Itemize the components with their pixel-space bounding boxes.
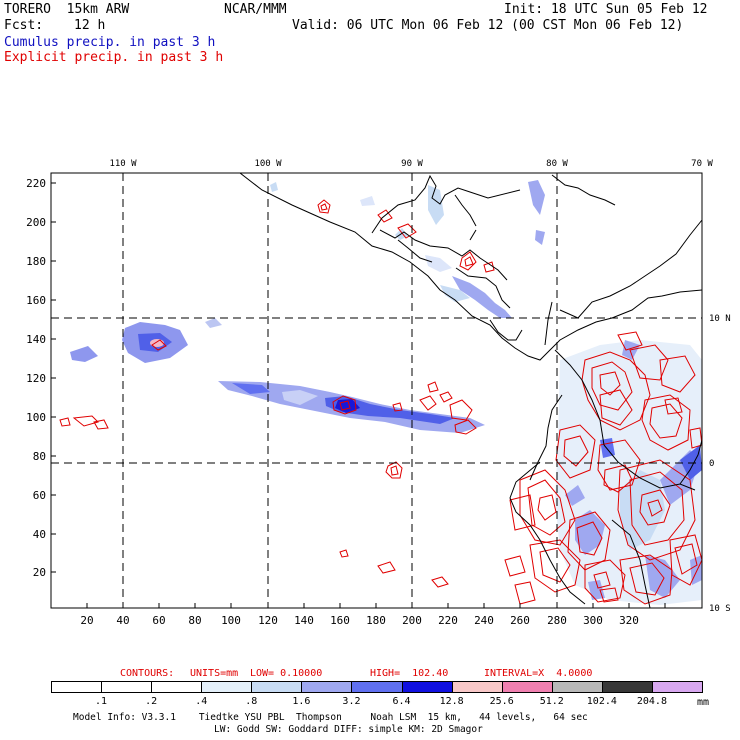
contours-interval: INTERVAL=X 4.0000: [484, 668, 593, 679]
colorbar-label: 3.2: [342, 696, 361, 707]
colorbar-swatch: [301, 681, 353, 693]
colorbar-label: 204.8: [636, 696, 667, 707]
y-tick-label: 140: [26, 333, 46, 346]
lon-label-110w: 110 W: [109, 159, 137, 169]
y-tick-label: 200: [26, 216, 46, 229]
x-tick-label: 60: [152, 614, 165, 627]
y-tick-label: 100: [26, 411, 46, 424]
contours-units: UNITS=mm: [190, 668, 239, 679]
forecast-label: Fcst:: [4, 18, 44, 33]
colorbar-swatch: [451, 681, 503, 693]
x-tick-label: 80: [188, 614, 201, 627]
model-name: TORERO 15km ARW: [4, 2, 130, 17]
colorbar-label: 25.6: [489, 696, 514, 707]
lon-label-80w: 80 W: [546, 159, 568, 169]
colorbar-swatch: [151, 681, 203, 693]
contours-label: CONTOURS:: [120, 668, 175, 679]
valid-time: Valid: 06 UTC Mon 06 Feb 12 (00 CST Mon …: [292, 18, 684, 33]
x-tick-label: 280: [547, 614, 567, 627]
y-tick-label: 120: [26, 372, 46, 385]
colorbar-label: 1.6: [292, 696, 311, 707]
y-tick-label: 220: [26, 177, 46, 190]
y-tick-marks: [51, 182, 56, 573]
colorbar-unit: mm: [697, 697, 710, 708]
lat-label-10n: 10 N: [709, 314, 731, 324]
colorbar-swatch: [401, 681, 453, 693]
graticule: [51, 173, 702, 608]
explicit-precip-contours: [59, 199, 702, 605]
x-tick-label: 200: [402, 614, 422, 627]
lon-label-70w: 70 W: [691, 159, 713, 169]
x-tick-label: 260: [510, 614, 530, 627]
x-tick-label: 100: [221, 614, 241, 627]
x-tick-label: 140: [294, 614, 314, 627]
colorbar-swatch: [51, 681, 103, 693]
colorbar-swatch: [501, 681, 553, 693]
colorbar-swatch: [101, 681, 153, 693]
model-physics: LW: Godd SW: Goddard DIFF: simple KM: 2D…: [214, 724, 483, 735]
y-tick-label: 20: [33, 566, 46, 579]
colorbar-label: 12.8: [439, 696, 464, 707]
coastlines: [239, 173, 702, 608]
center-name: NCAR/MMM: [224, 2, 287, 17]
colorbar-swatch: [601, 681, 653, 693]
lon-label-90w: 90 W: [401, 159, 423, 169]
x-tick-label: 160: [330, 614, 350, 627]
y-tick-label: 80: [33, 450, 46, 463]
contours-low: LOW= 0.10000: [250, 668, 323, 679]
y-tick-label: 60: [33, 489, 46, 502]
lat-label-0: 0: [709, 459, 714, 469]
colorbar-swatch: [351, 681, 403, 693]
y-tick-label: 40: [33, 528, 46, 541]
lon-label-100w: 100 W: [254, 159, 282, 169]
colorbar-label: 102.4: [586, 696, 617, 707]
colorbar-label: 51.2: [539, 696, 564, 707]
x-tick-label: 120: [258, 614, 278, 627]
x-tick-label: 180: [366, 614, 386, 627]
model-info: Model Info: V3.3.1 Tiedtke YSU PBL Thomp…: [73, 712, 588, 723]
colorbar-swatch: [201, 681, 253, 693]
colorbar-swatch: [651, 681, 703, 693]
x-tick-label: 40: [116, 614, 129, 627]
lat-label-10s: 10 S: [709, 604, 731, 614]
x-tick-label: 220: [438, 614, 458, 627]
colorbar-swatch: [551, 681, 603, 693]
colorbar-label: .2: [145, 696, 158, 707]
colorbar-swatch: [251, 681, 303, 693]
init-time: Init: 18 UTC Sun 05 Feb 12: [504, 2, 708, 17]
y-tick-label: 160: [26, 294, 46, 307]
field-cumulus-title: Cumulus precip. in past 3 h: [4, 35, 216, 50]
x-tick-label: 300: [583, 614, 603, 627]
y-tick-label: 180: [26, 255, 46, 268]
colorbar-label: 6.4: [392, 696, 411, 707]
colorbar-label: .1: [95, 696, 108, 707]
contours-high: HIGH= 102.40: [370, 668, 449, 679]
x-tick-label: 320: [619, 614, 639, 627]
x-tick-marks: [86, 603, 666, 608]
colorbar-label: .8: [245, 696, 258, 707]
x-tick-label: 20: [80, 614, 93, 627]
x-tick-label: 240: [474, 614, 494, 627]
forecast-hour: 12 h: [74, 18, 106, 33]
field-explicit-title: Explicit precip. in past 3 h: [4, 50, 224, 65]
colorbar-label: .4: [195, 696, 208, 707]
